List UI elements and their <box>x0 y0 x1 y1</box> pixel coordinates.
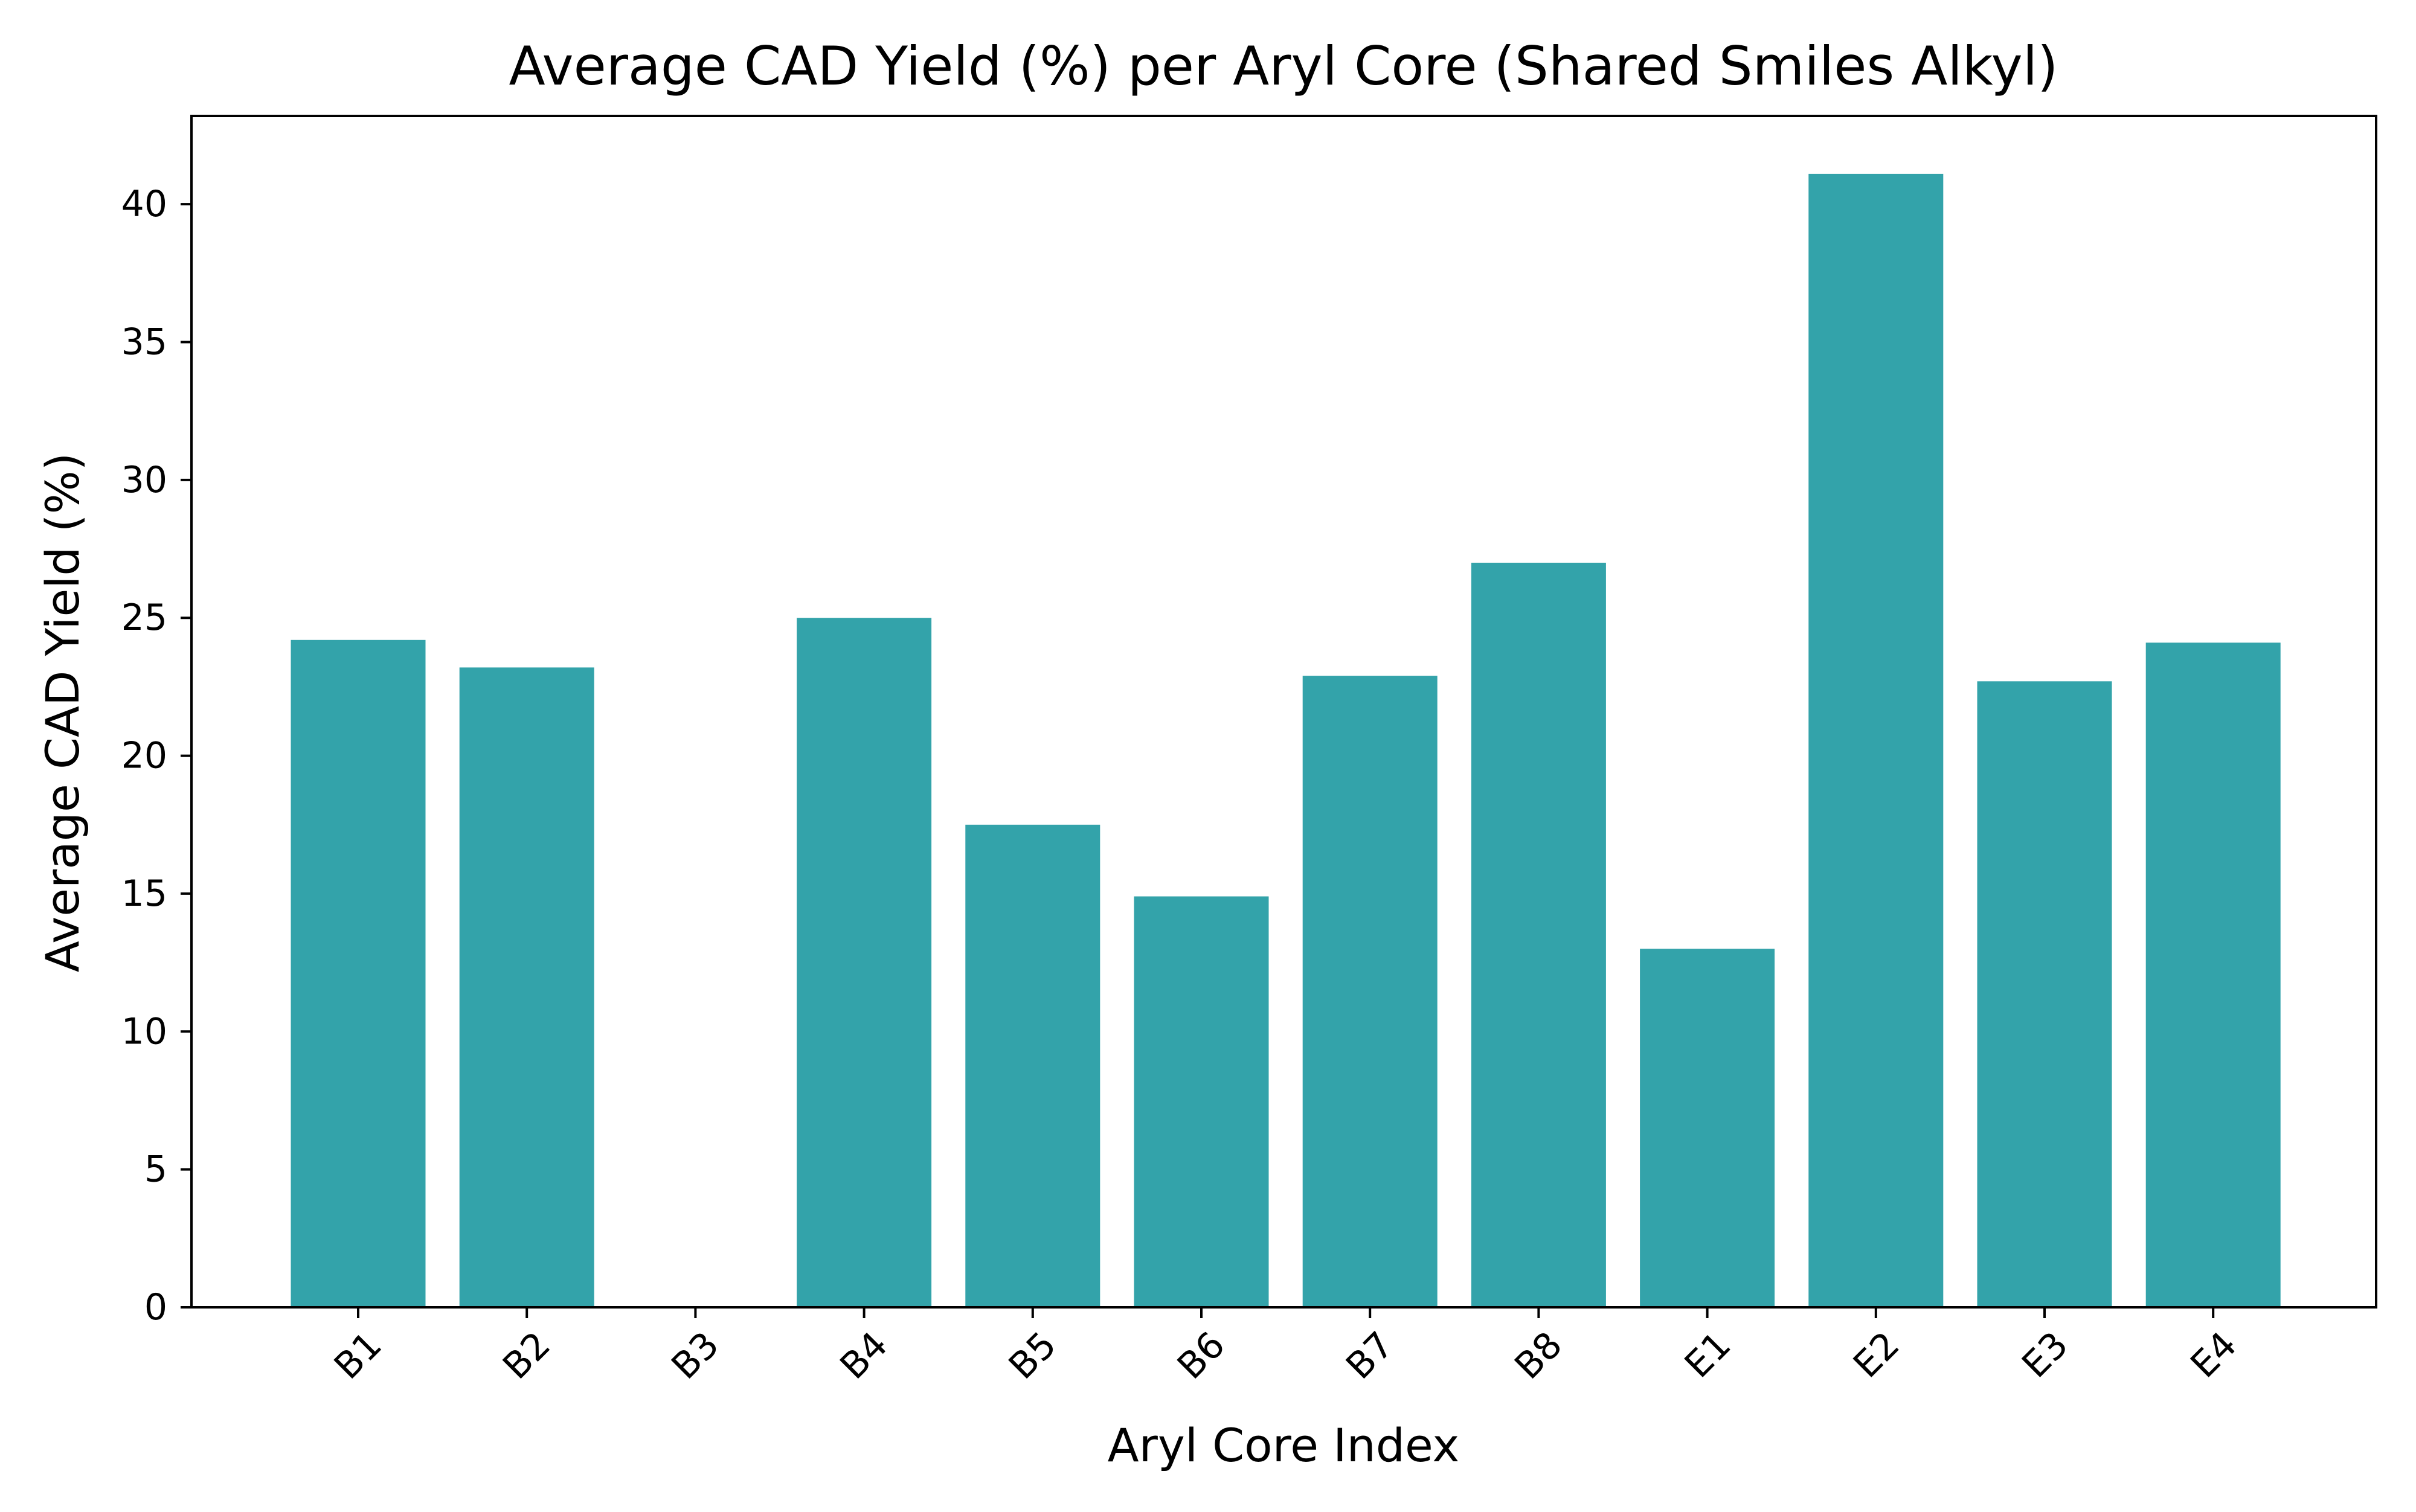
y-tick-label: 5 <box>144 1148 167 1191</box>
y-tick-label: 25 <box>121 597 167 639</box>
bar-e1 <box>1640 949 1775 1307</box>
chart-title: Average CAD Yield (%) per Aryl Core (Sha… <box>509 35 2058 97</box>
bars-layer <box>291 173 2281 1308</box>
y-tick-label: 15 <box>121 873 167 915</box>
plot-frame <box>190 115 2377 1309</box>
y-tick-label: 40 <box>121 183 167 225</box>
bar-b7 <box>1302 676 1438 1307</box>
bar-e3 <box>1977 681 2112 1307</box>
y-tick-label: 30 <box>121 459 167 501</box>
bar-e4 <box>2145 642 2281 1307</box>
y-tick-label: 35 <box>121 321 167 364</box>
x-axis-label: Aryl Core Index <box>1108 1418 1460 1472</box>
bar-b8 <box>1471 562 1606 1307</box>
bar-b1 <box>291 639 426 1307</box>
bar-b5 <box>965 824 1100 1307</box>
bar-e2 <box>1808 173 1944 1307</box>
y-tick-label: 20 <box>121 735 167 777</box>
y-tick-label: 0 <box>144 1286 167 1328</box>
bar-b4 <box>797 618 932 1308</box>
bar-b6 <box>1134 896 1269 1307</box>
y-axis: 0 5 10 15 20 25 30 35 40 <box>121 183 191 1328</box>
bar-b2 <box>459 667 594 1307</box>
y-axis-label: Average CAD Yield (%) <box>36 453 89 973</box>
y-tick-label: 10 <box>121 1010 167 1052</box>
